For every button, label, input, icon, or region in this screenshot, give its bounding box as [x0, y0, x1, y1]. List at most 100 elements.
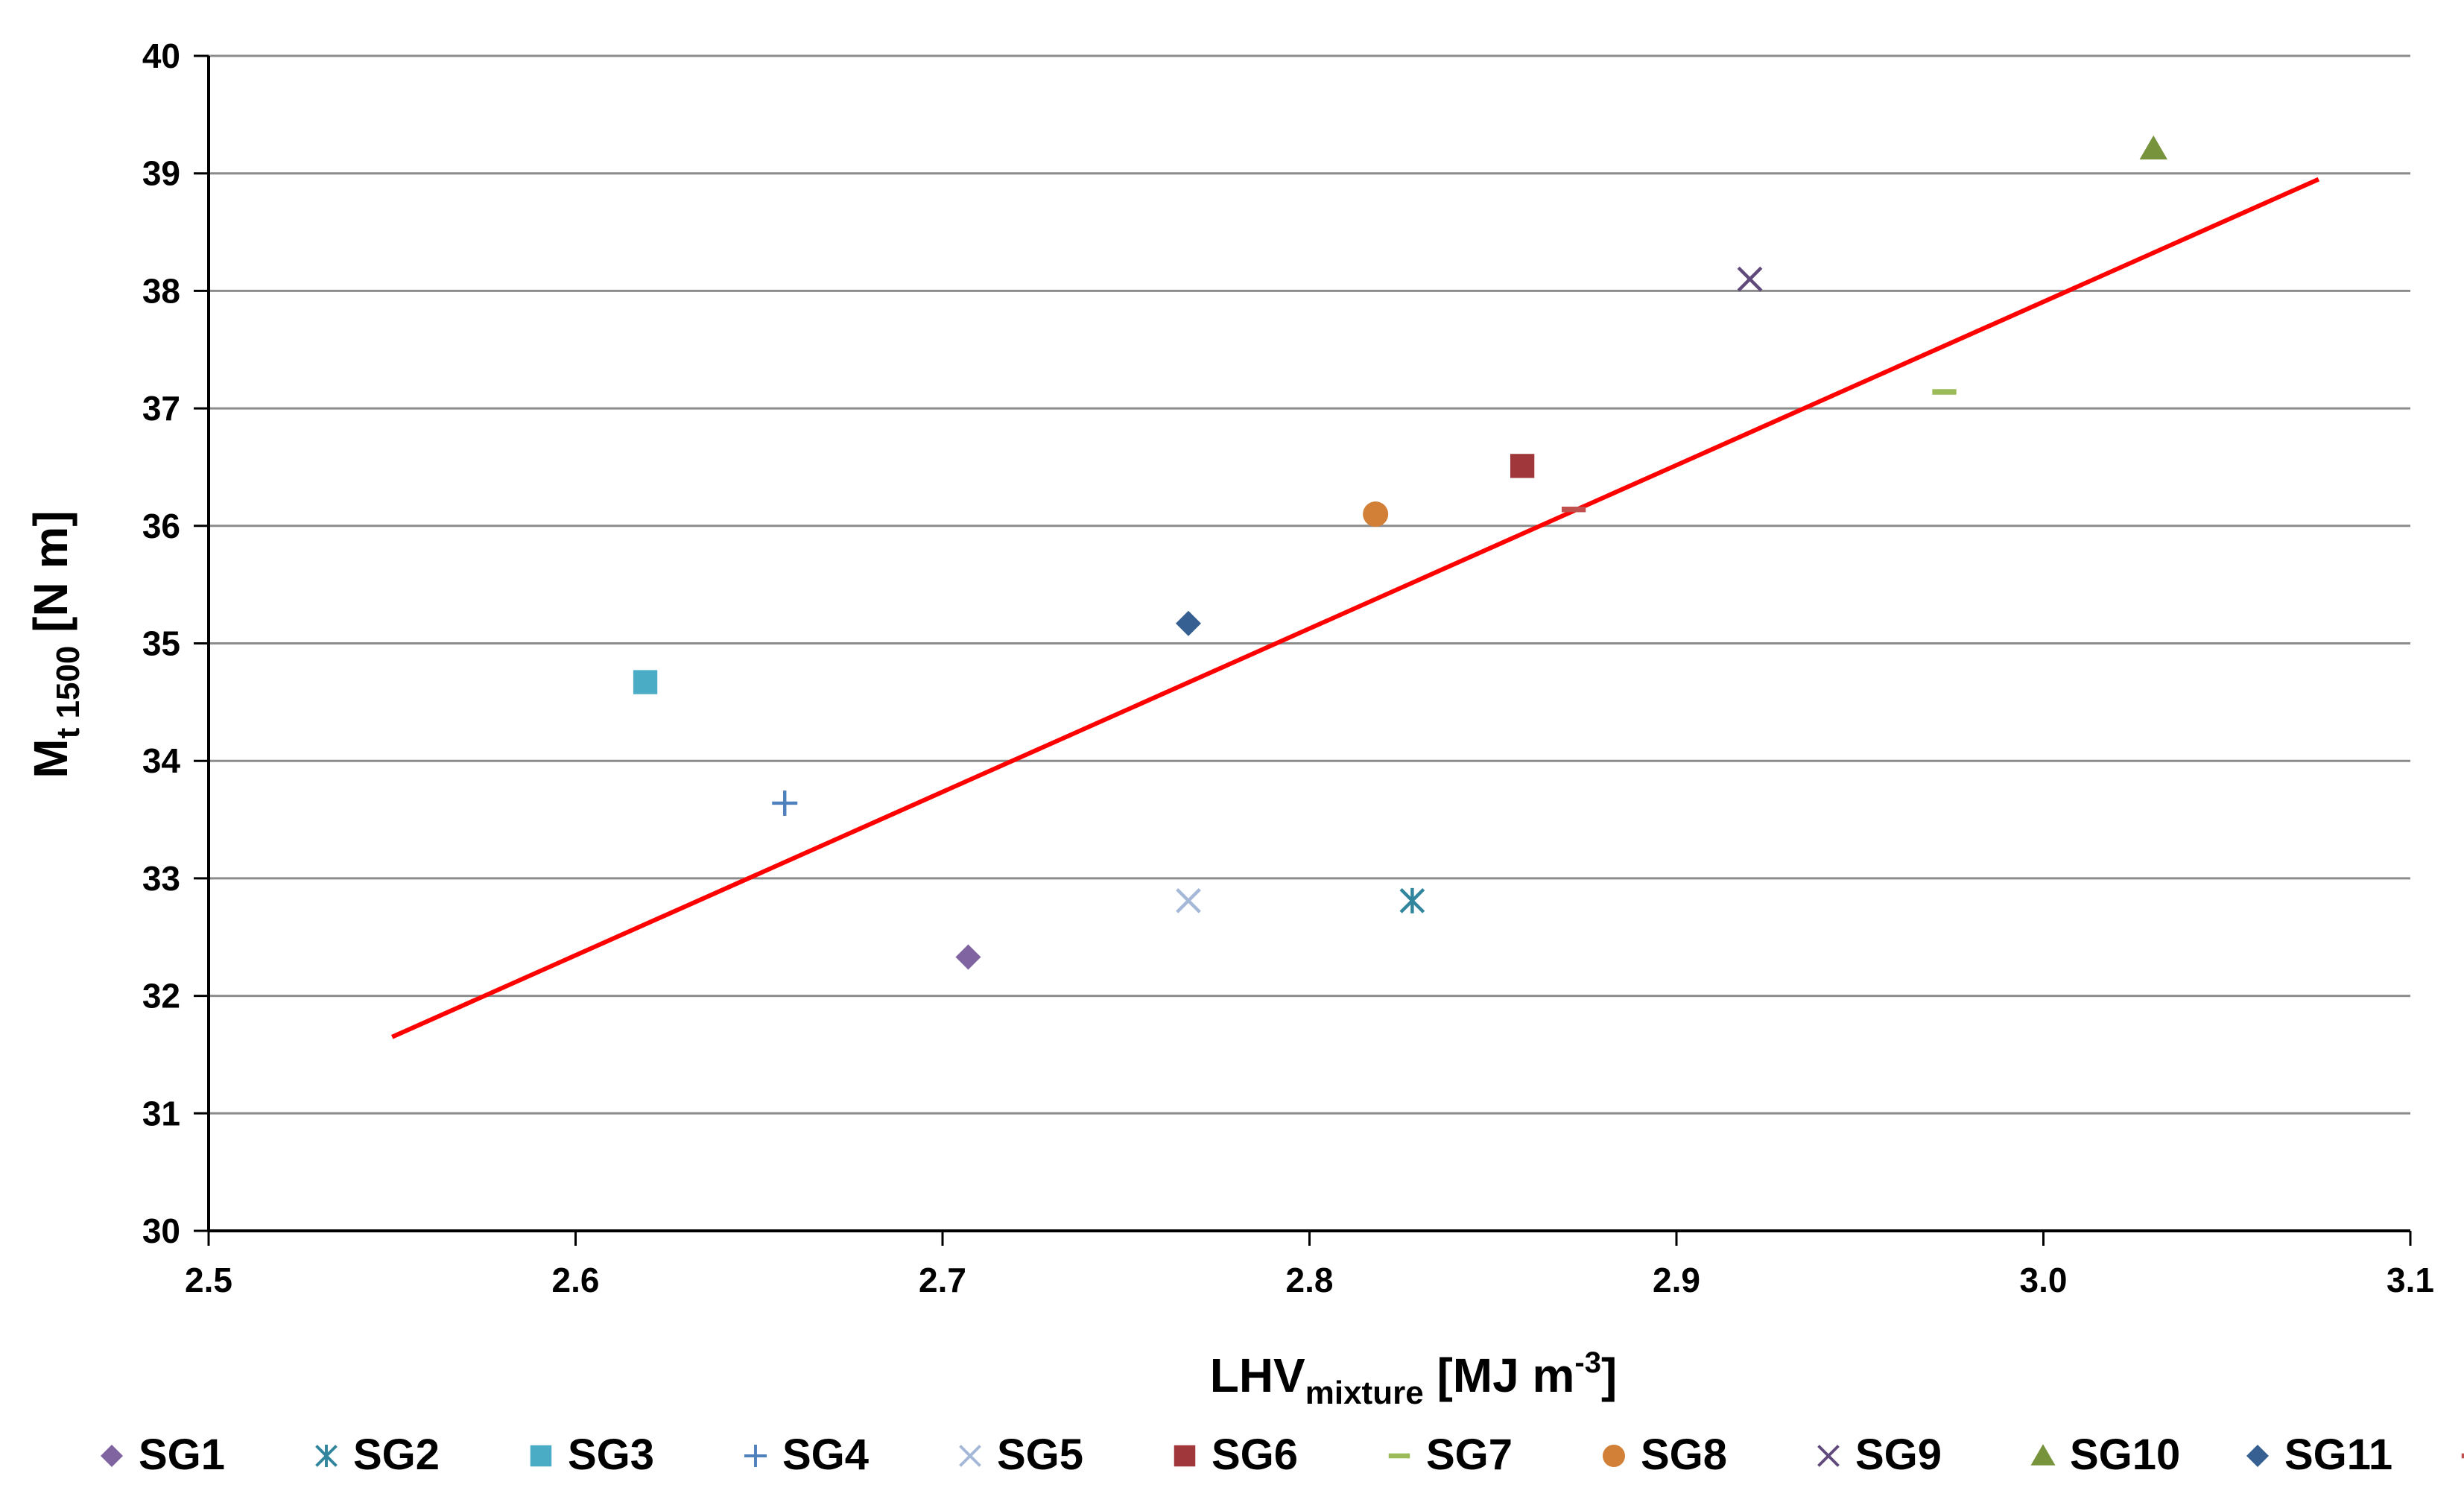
x-axis-title-unit-sup: -3 [1574, 1346, 1601, 1379]
y-tick-label: 30 [142, 1211, 180, 1250]
legend-label: SG5 [997, 1431, 1083, 1479]
legend-item: SG1 [101, 1431, 225, 1479]
x-tick-label: 2.6 [552, 1261, 600, 1299]
legend-item: SG8 [1603, 1431, 1727, 1479]
y-axis-title-sub: t 1500 [50, 646, 86, 739]
data-point-sg4 [772, 790, 798, 816]
legend-item: SG3 [530, 1431, 654, 1479]
data-point-sg5 [1176, 888, 1201, 913]
data-point-sg9 [1737, 266, 1763, 292]
diamond-shape [101, 1445, 123, 1467]
legend-label: SG4 [782, 1431, 869, 1479]
x-tick-label: 2.7 [919, 1261, 966, 1299]
y-tick-label: 39 [142, 154, 180, 193]
axes [194, 54, 2412, 1246]
y-axis-title: Mt 1500 [N m] [24, 510, 86, 778]
y-tick-label: 34 [142, 741, 181, 780]
tick-labels: 30 31 32 33 34 35 36 37 38 39 40 2.5 2.6 2.7 2.8 2.9 3.0… [142, 37, 2434, 1299]
legend-item: SG7 [1388, 1431, 1513, 1479]
square-shape [1510, 454, 1535, 478]
legend-item: SG5 [959, 1431, 1083, 1479]
legend-label: SG7 [1426, 1431, 1513, 1479]
diamond-shape [2246, 1445, 2269, 1467]
data-point-sg1 [955, 944, 981, 970]
y-tick-label: 31 [142, 1094, 180, 1133]
y-tick-label: 33 [142, 859, 180, 898]
trendline-group [391, 177, 2320, 1039]
x-axis-title-unit: [MJ m [1424, 1349, 1575, 1402]
legend-marker [2461, 1453, 2464, 1459]
legend-marker [101, 1445, 123, 1467]
legend-marker [530, 1445, 552, 1467]
legend-item: SG4 [744, 1431, 869, 1479]
x-tick-label: 3.0 [2020, 1261, 2068, 1299]
legend-label: SG9 [1855, 1431, 1942, 1479]
legend-marker [1388, 1453, 1410, 1459]
legend-marker [1603, 1445, 1625, 1467]
data-point-sg11 [1175, 610, 1201, 636]
x-tick-label: 2.5 [185, 1261, 232, 1299]
gridlines [209, 54, 2410, 1115]
x-stroke-b [959, 1445, 981, 1467]
x-axis-title-sub: mixture [1305, 1375, 1424, 1411]
circle-shape [1363, 501, 1389, 528]
y-axis-title-unit: [N m] [24, 510, 77, 645]
triangle-shape [2030, 1444, 2056, 1466]
dash-shape [1388, 1453, 1410, 1459]
x-axis-title-unit-close: ] [1601, 1349, 1617, 1402]
y-tick-label: 32 [142, 977, 180, 1016]
legend-marker [315, 1445, 338, 1467]
legend-item: SG2 [315, 1431, 440, 1479]
legend-label: SG2 [353, 1431, 440, 1479]
legend-label: SG11 [2284, 1431, 2392, 1479]
x-stroke-b [1737, 266, 1763, 292]
x-tick-label: 2.8 [1286, 1261, 1334, 1299]
data-points [633, 135, 2167, 970]
y-tick-label: 38 [142, 271, 180, 310]
legend-item: SG6 [1174, 1431, 1298, 1479]
triangle-shape [2139, 135, 2167, 160]
y-tick-label: 37 [142, 389, 180, 428]
legend-item: SG11 [2246, 1431, 2392, 1479]
x-stroke-b [1817, 1445, 1840, 1467]
y-tick-label: 36 [142, 507, 180, 545]
legend-item: SG10 [2030, 1431, 2180, 1479]
square-shape [530, 1445, 552, 1467]
legend: SG1 SG2 SG3 SG4 SG5 SG6 SG7 SG8 SG9 SG10 SG11 SG12 [101, 1431, 2464, 1479]
data-point-sg3 [633, 670, 658, 694]
dash-shape [1932, 389, 1957, 395]
x-axis-title-main: LHV [1210, 1349, 1305, 1402]
circle-shape [1603, 1445, 1625, 1467]
data-point-sg7 [1932, 389, 1957, 395]
legend-marker [959, 1445, 981, 1467]
legend-label: SG3 [568, 1431, 654, 1479]
square-shape [633, 670, 658, 694]
legend-item: SG12 [2461, 1453, 2464, 1459]
diamond-shape [1175, 610, 1201, 636]
legend-label: SG8 [1641, 1431, 1727, 1479]
y-tick-label: 40 [142, 37, 180, 75]
data-point-sg8 [1363, 501, 1389, 528]
y-tick-label: 35 [142, 624, 180, 663]
legend-label: SG6 [1212, 1431, 1298, 1479]
x-stroke-b [1176, 888, 1201, 913]
x-axis-title: LHVmixture [MJ m-3] [1210, 1346, 1618, 1411]
data-point-sg6 [1510, 454, 1535, 478]
x-tick-label: 2.9 [1653, 1261, 1700, 1299]
legend-marker [2246, 1445, 2269, 1467]
square-shape [1174, 1445, 1196, 1467]
dash-shape [2461, 1453, 2464, 1459]
data-point-sg12 [1561, 506, 1586, 513]
legend-marker [744, 1445, 767, 1467]
x-tick-label: 3.1 [2387, 1261, 2434, 1299]
y-axis-title-main: M [24, 738, 77, 778]
dash-shape [1561, 506, 1586, 513]
legend-marker [2030, 1444, 2056, 1466]
data-point-sg2 [1399, 887, 1425, 913]
legend-marker [1817, 1445, 1840, 1467]
legend-label: SG10 [2070, 1431, 2180, 1479]
legend-marker [1174, 1445, 1196, 1467]
diamond-shape [955, 944, 981, 970]
data-point-sg10 [2139, 135, 2167, 160]
legend-item: SG9 [1817, 1431, 1942, 1479]
